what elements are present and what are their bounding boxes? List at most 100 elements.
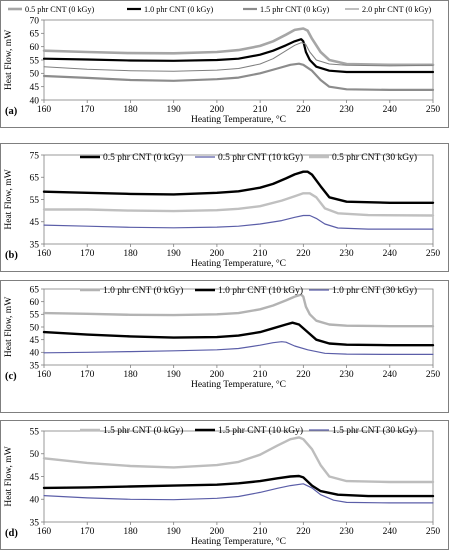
x-tick-label: 200 — [210, 527, 225, 537]
x-tick-label: 240 — [383, 370, 398, 380]
y-tick-label: 35 — [30, 240, 40, 250]
y-tick-label: 55 — [30, 56, 40, 66]
x-tick-label: 200 — [210, 249, 225, 259]
y-tick-label: 55 — [30, 196, 40, 206]
legend-label: 1.0 phr CNT (10 kGy) — [218, 285, 303, 296]
x-tick-label: 250 — [426, 370, 441, 380]
y-tick-label: 65 — [30, 30, 40, 40]
x-tick-label: 190 — [167, 370, 182, 380]
x-tick-label: 220 — [296, 370, 311, 380]
y-tick-label: 60 — [30, 43, 40, 53]
x-tick-label: 180 — [123, 370, 138, 380]
x-tick-label: 170 — [80, 105, 95, 115]
panel-label: (d) — [5, 528, 18, 539]
x-tick-label: 200 — [210, 105, 225, 115]
x-tick-label: 230 — [339, 249, 354, 259]
x-tick-label: 250 — [426, 527, 441, 537]
x-tick-label: 220 — [296, 249, 311, 259]
x-tick-label: 190 — [167, 105, 182, 115]
x-tick-label: 210 — [253, 527, 268, 537]
series-line — [42, 293, 435, 328]
x-tick-label: 170 — [80, 370, 95, 380]
y-tick-label: 55 — [30, 427, 40, 437]
x-tick-label: 250 — [426, 249, 441, 259]
legend-label: 1.5 phr CNT (30 kGy) — [332, 425, 417, 436]
y-axis-label: Heat Flow, mW — [4, 30, 14, 90]
x-tick-label: 170 — [80, 527, 95, 537]
legend-label: 0.5 phr CNT (0 kGy) — [103, 152, 183, 163]
x-tick-label: 190 — [167, 249, 182, 259]
x-tick-label: 160 — [37, 370, 52, 380]
series-line — [43, 214, 434, 230]
x-tick-label: 230 — [339, 105, 354, 115]
x-tick-label: 160 — [37, 249, 52, 259]
legend-label: 1.0 phr CNT (30 kGy) — [332, 285, 417, 296]
x-tick-label: 230 — [339, 370, 354, 380]
series-line — [42, 170, 435, 204]
x-tick-label: 190 — [167, 527, 182, 537]
legend-label: 1.0 phr CNT (0 kGy) — [103, 285, 183, 296]
x-tick-label: 240 — [383, 527, 398, 537]
panel-label: (b) — [5, 250, 18, 261]
y-tick-label: 70 — [30, 16, 40, 26]
y-tick-label: 50 — [30, 323, 40, 333]
legend-label: 0.5 phr CNT (10 kGy) — [218, 152, 303, 163]
chart-panel: 160 170 180 190 200 210 220 230 240 250 35 40 45 50 55… — [0, 420, 449, 550]
x-tick-label: 230 — [339, 527, 354, 537]
series-line — [42, 474, 435, 498]
x-tick-label: 180 — [123, 249, 138, 259]
x-axis-label: Heating Temperature, °C — [191, 258, 286, 269]
series-line — [43, 42, 434, 72]
y-tick-label: 50 — [30, 70, 40, 80]
panel-frame — [0, 280, 449, 413]
series-line — [42, 436, 435, 484]
y-tick-label: 35 — [30, 518, 40, 528]
x-axis-label: Heating Temperature, °C — [191, 379, 286, 390]
chart-panel: 160 170 180 190 200 210 220 230 240 250 35 45 55 65 75… — [0, 143, 449, 272]
panel-label: (a) — [5, 106, 18, 117]
x-tick-label: 180 — [123, 527, 138, 537]
y-tick-label: 65 — [30, 285, 40, 295]
x-tick-label: 250 — [426, 105, 441, 115]
y-tick-label: 55 — [30, 311, 40, 321]
y-tick-label: 45 — [30, 218, 40, 228]
y-axis-label: Heat Flow, mW — [4, 297, 14, 357]
x-tick-label: 160 — [37, 105, 52, 115]
x-tick-label: 220 — [296, 527, 311, 537]
x-tick-label: 210 — [253, 370, 268, 380]
y-tick-label: 45 — [30, 336, 40, 346]
y-tick-label: 75 — [30, 151, 40, 161]
y-tick-label: 65 — [30, 174, 40, 184]
y-tick-label: 60 — [30, 298, 40, 308]
series-line — [42, 27, 435, 67]
x-tick-label: 200 — [210, 370, 225, 380]
y-tick-label: 50 — [30, 450, 40, 460]
legend-label: 2.0 phr CNT (0 kGy) — [362, 5, 431, 14]
y-tick-label: 45 — [30, 473, 40, 483]
series-line — [43, 341, 434, 355]
legend-label: 0.5 phr CNT (0 kGy) — [25, 5, 94, 14]
series-line — [42, 192, 435, 217]
x-tick-label: 160 — [37, 527, 52, 537]
y-tick-label: 40 — [30, 496, 40, 506]
y-tick-label: 40 — [30, 349, 40, 359]
x-tick-label: 180 — [123, 105, 138, 115]
y-tick-label: 35 — [30, 361, 40, 371]
series-line — [42, 321, 435, 347]
series-line — [43, 483, 434, 504]
y-tick-label: 45 — [30, 83, 40, 93]
legend-label: 0.5 phr CNT (30 kGy) — [332, 152, 417, 163]
plot-area — [43, 154, 434, 245]
plot-area — [43, 430, 434, 523]
x-axis-label: Heating Temperature, °C — [191, 114, 286, 125]
chart-panel: 160 170 180 190 200 210 220 230 240 250 40 45 50 55 60… — [0, 0, 449, 128]
y-axis-label: Heat Flow, mW — [4, 446, 14, 506]
chart-panel: 160 170 180 190 200 210 220 230 240 250 35 40 45 50 55… — [0, 280, 449, 413]
y-tick-label: 40 — [30, 96, 40, 106]
series-line — [42, 38, 435, 74]
legend-label: 1.5 phr CNT (10 kGy) — [218, 425, 303, 436]
panel-label: (c) — [5, 371, 17, 382]
x-tick-label: 210 — [253, 105, 268, 115]
x-tick-label: 240 — [383, 249, 398, 259]
